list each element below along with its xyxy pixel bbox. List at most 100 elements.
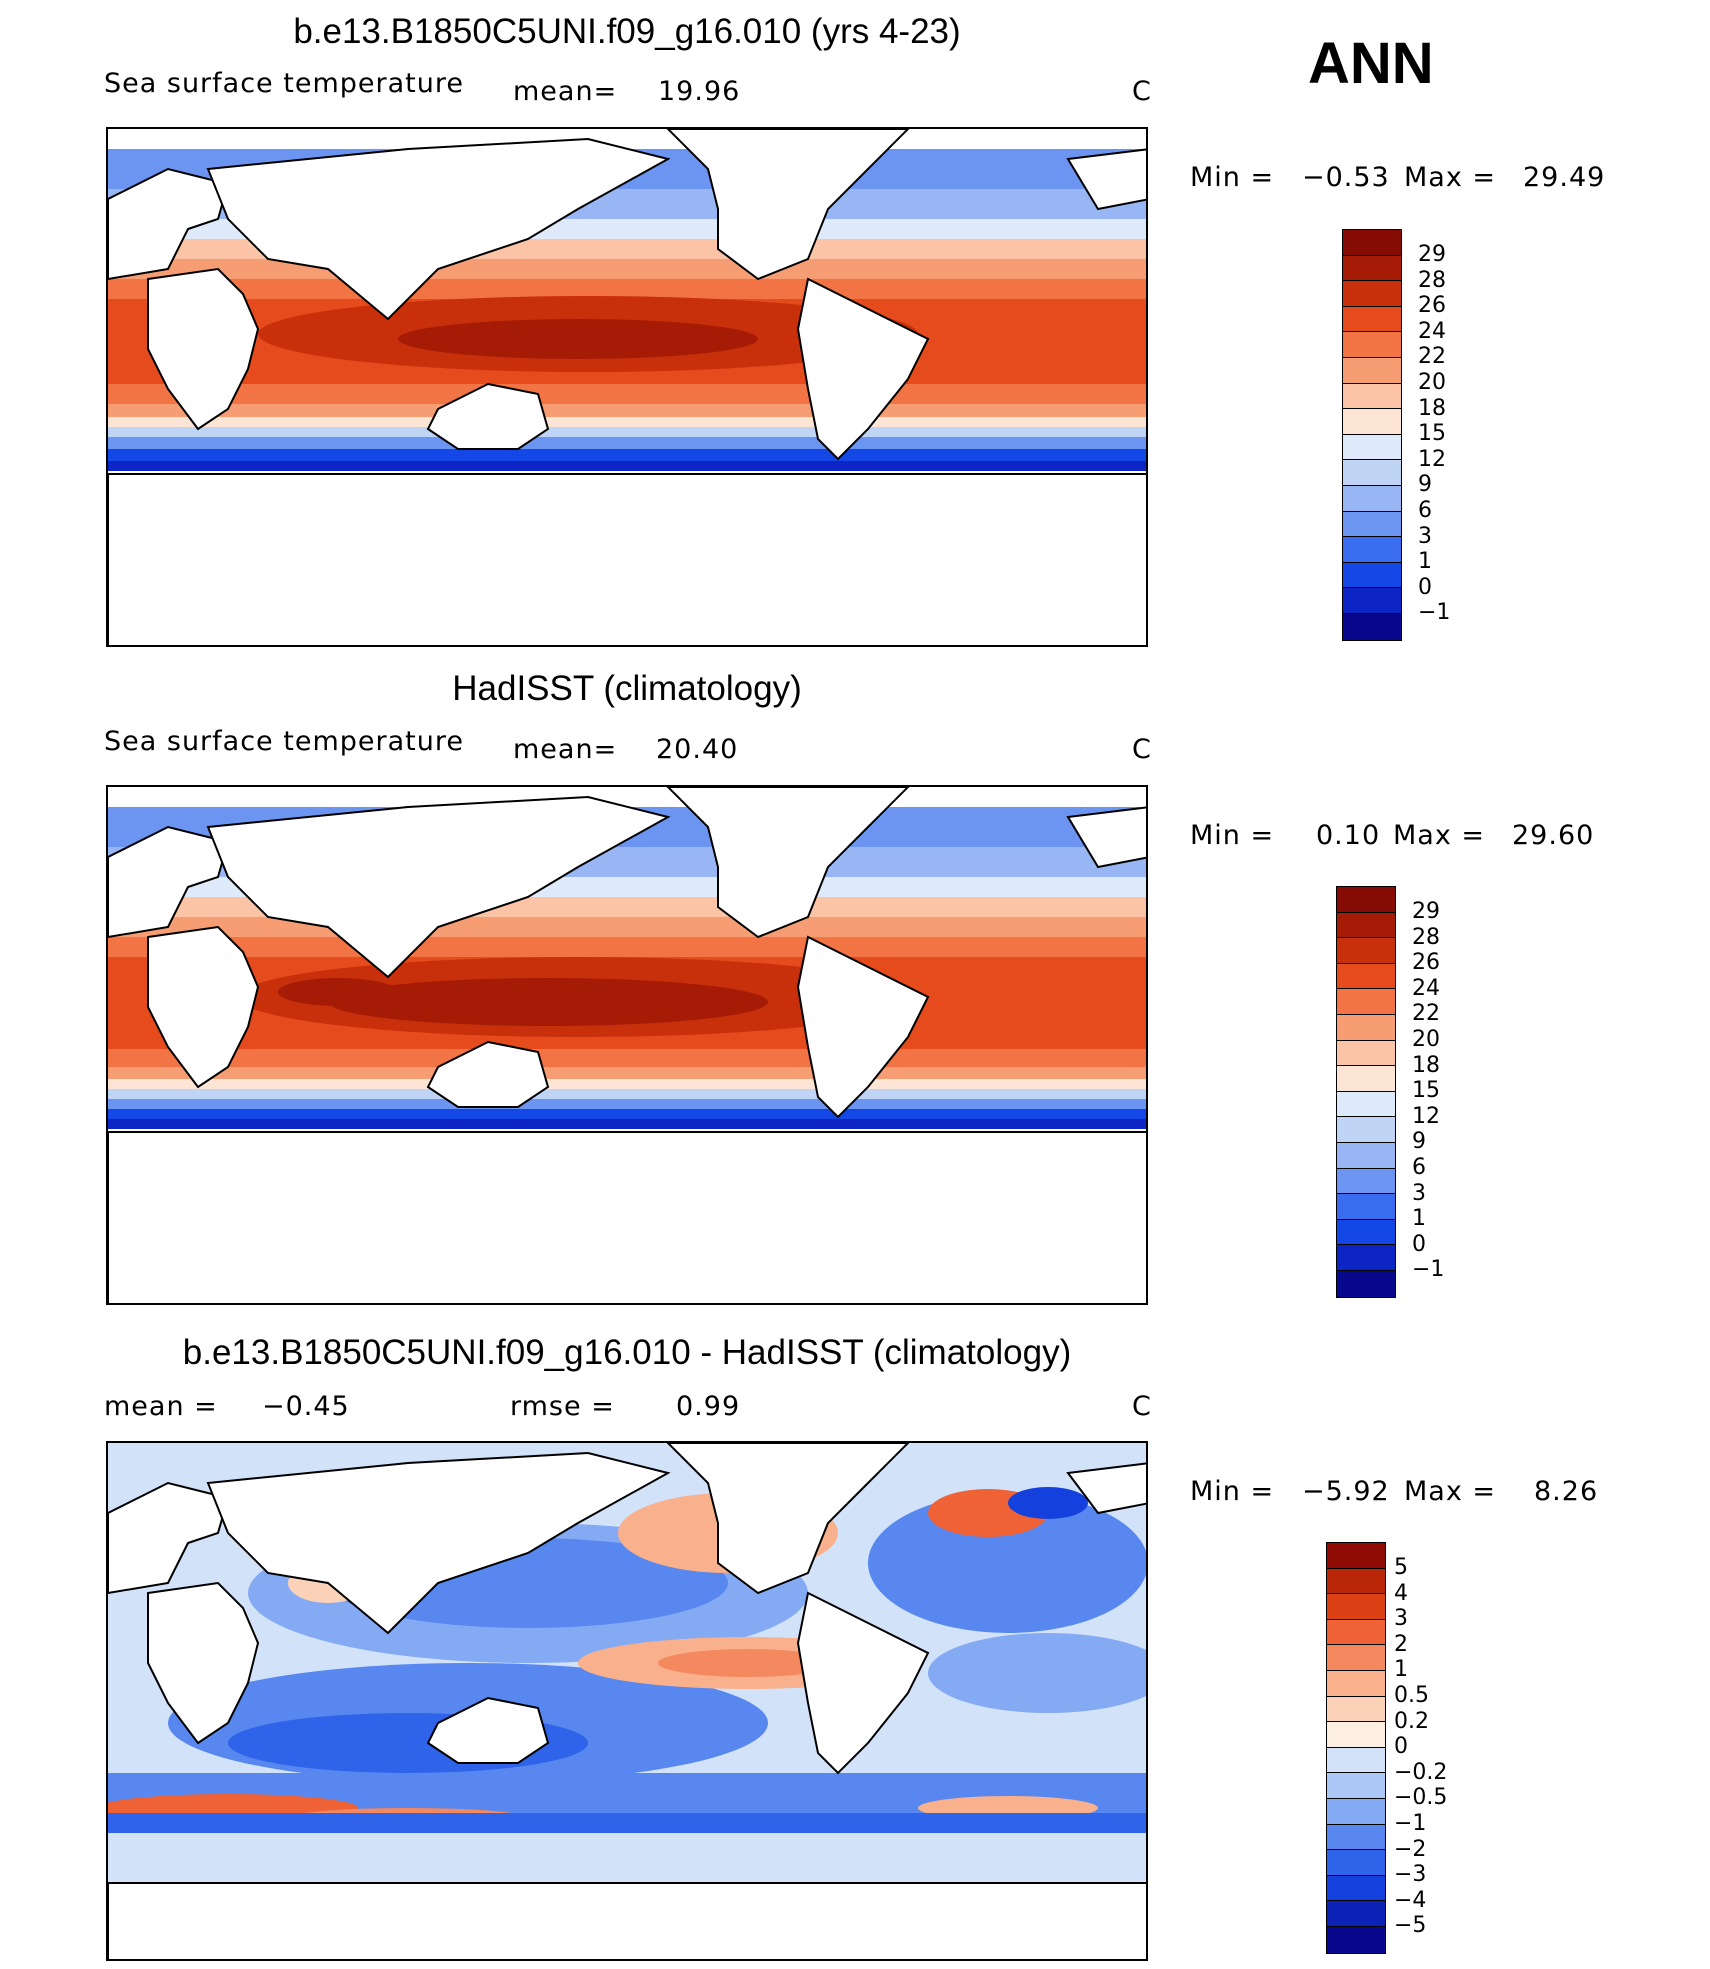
colorbar-swatch — [1327, 1722, 1385, 1748]
colorbar-tick-label: 12 — [1412, 1103, 1440, 1129]
panel2-mean-value: 20.40 — [656, 734, 739, 765]
colorbar-tick-label: 0 — [1418, 574, 1432, 600]
colorbar-swatch — [1327, 1850, 1385, 1876]
colorbar-tick-label: 20 — [1418, 369, 1446, 395]
colorbar-swatch — [1343, 434, 1401, 461]
colorbar-tick-label: 3 — [1394, 1606, 1408, 1632]
colorbar-swatch — [1337, 1040, 1395, 1067]
colorbar-swatch — [1327, 1568, 1385, 1595]
colorbar-tick-label: 5 — [1394, 1555, 1408, 1580]
panel3-min-label: Min = — [1190, 1476, 1275, 1507]
colorbar-swatch — [1327, 1594, 1385, 1620]
colorbar-tick-label: 29 — [1412, 899, 1440, 924]
colorbar-swatch — [1337, 1219, 1395, 1246]
colorbar-tick-label: −0.5 — [1394, 1785, 1448, 1811]
colorbar-tick-label: −0.2 — [1394, 1759, 1448, 1785]
colorbar-swatch — [1337, 912, 1395, 939]
colorbar-tick-label: −3 — [1394, 1862, 1427, 1888]
colorbar-swatch — [1327, 1875, 1385, 1902]
colorbar-swatch — [1327, 1670, 1385, 1697]
season-label: ANN — [1308, 31, 1434, 96]
colorbar-tick-label: −4 — [1394, 1887, 1427, 1913]
colorbar-tick-label: −1 — [1412, 1257, 1445, 1283]
colorbar-tick-label: 28 — [1412, 924, 1440, 950]
panel3-rmse-label: rmse = — [510, 1391, 615, 1422]
panel1-colorbar — [1342, 229, 1402, 641]
colorbar-swatch — [1337, 1066, 1395, 1092]
panel1-min-label: Min = — [1190, 162, 1275, 193]
colorbar-tick-label: 9 — [1412, 1129, 1426, 1155]
colorbar-tick-label: 0 — [1412, 1231, 1426, 1257]
panel2-max-label: Max = — [1393, 820, 1486, 851]
colorbar-tick-label: −2 — [1394, 1836, 1427, 1862]
colorbar-swatch — [1327, 1798, 1385, 1825]
panel1-continents — [108, 129, 1146, 645]
colorbar-swatch — [1343, 460, 1401, 486]
colorbar-swatch — [1337, 1194, 1395, 1220]
panel3-rmse-value: 0.99 — [676, 1391, 741, 1422]
colorbar-tick-label: 4 — [1394, 1580, 1408, 1606]
colorbar-tick-label: 1 — [1418, 549, 1432, 575]
panel3-continents — [108, 1443, 1146, 1959]
colorbar-swatch — [1327, 1926, 1385, 1953]
panel2-variable-label: Sea surface temperature — [104, 726, 464, 757]
colorbar-tick-label: 12 — [1418, 446, 1446, 472]
colorbar-swatch — [1343, 409, 1401, 435]
colorbar-tick-label: 26 — [1418, 293, 1446, 319]
colorbar-tick-label: 3 — [1412, 1180, 1426, 1206]
colorbar-swatch — [1343, 588, 1401, 614]
panel1-colorbar-labels: 29 28 26 24 22 20 18 15 12 9 6 3 1 0 −1 — [1418, 242, 1450, 626]
colorbar-swatch — [1337, 1142, 1395, 1169]
panel1-min-value: −0.53 — [1302, 162, 1390, 193]
colorbar-swatch — [1337, 1091, 1395, 1118]
colorbar-swatch — [1327, 1543, 1385, 1569]
colorbar-swatch — [1343, 230, 1401, 256]
colorbar-tick-label: 1 — [1412, 1206, 1426, 1232]
colorbar-swatch — [1337, 887, 1395, 913]
panel1-mean-label: mean= — [513, 76, 618, 107]
colorbar-tick-label: 1 — [1394, 1657, 1408, 1683]
colorbar-swatch — [1337, 1117, 1395, 1143]
colorbar-swatch — [1343, 511, 1401, 538]
panel1-mean-value: 19.96 — [658, 76, 741, 107]
colorbar-swatch — [1337, 963, 1395, 990]
colorbar-tick-label: 22 — [1418, 344, 1446, 370]
colorbar-swatch — [1327, 1824, 1385, 1851]
panel2-map — [106, 785, 1148, 1305]
colorbar-swatch — [1343, 332, 1401, 358]
colorbar-tick-label: 3 — [1418, 523, 1432, 549]
panel2-colorbar-labels: 29 28 26 24 22 20 18 15 12 9 6 3 1 0 −1 — [1412, 899, 1444, 1283]
panel2-min-value: 0.10 — [1316, 820, 1381, 851]
colorbar-tick-label: 29 — [1418, 242, 1446, 267]
colorbar-tick-label: 0 — [1394, 1734, 1408, 1760]
colorbar-swatch — [1327, 1619, 1385, 1646]
colorbar-swatch — [1343, 306, 1401, 333]
colorbar-swatch — [1337, 938, 1395, 964]
panel3-min-value: −5.92 — [1302, 1476, 1390, 1507]
colorbar-tick-label: 6 — [1412, 1154, 1426, 1180]
panel1-units: C — [1132, 76, 1152, 107]
colorbar-tick-label: 9 — [1418, 472, 1432, 498]
colorbar-swatch — [1337, 1014, 1395, 1041]
panel2-units: C — [1132, 734, 1152, 765]
colorbar-swatch — [1337, 1245, 1395, 1271]
colorbar-tick-label: 20 — [1412, 1026, 1440, 1052]
colorbar-tick-label: 15 — [1418, 421, 1446, 447]
colorbar-swatch — [1343, 255, 1401, 282]
panel3-units: C — [1132, 1391, 1152, 1422]
colorbar-tick-label: −1 — [1394, 1810, 1427, 1836]
colorbar-swatch — [1343, 357, 1401, 384]
colorbar-tick-label: 18 — [1418, 395, 1446, 421]
colorbar-tick-label: 28 — [1418, 267, 1446, 293]
colorbar-tick-label: 2 — [1394, 1631, 1408, 1657]
panel3-max-value: 8.26 — [1534, 1476, 1599, 1507]
colorbar-swatch — [1327, 1773, 1385, 1799]
panel3-title: b.e13.B1850C5UNI.f09_g16.010 - HadISST (… — [182, 1333, 1072, 1372]
colorbar-swatch — [1343, 613, 1401, 640]
colorbar-swatch — [1343, 383, 1401, 410]
colorbar-tick-label: 22 — [1412, 1001, 1440, 1027]
colorbar-swatch — [1343, 485, 1401, 512]
panel2-continents — [108, 787, 1146, 1303]
panel2-min-label: Min = — [1190, 820, 1275, 851]
panel1-variable-label: Sea surface temperature — [104, 68, 464, 99]
